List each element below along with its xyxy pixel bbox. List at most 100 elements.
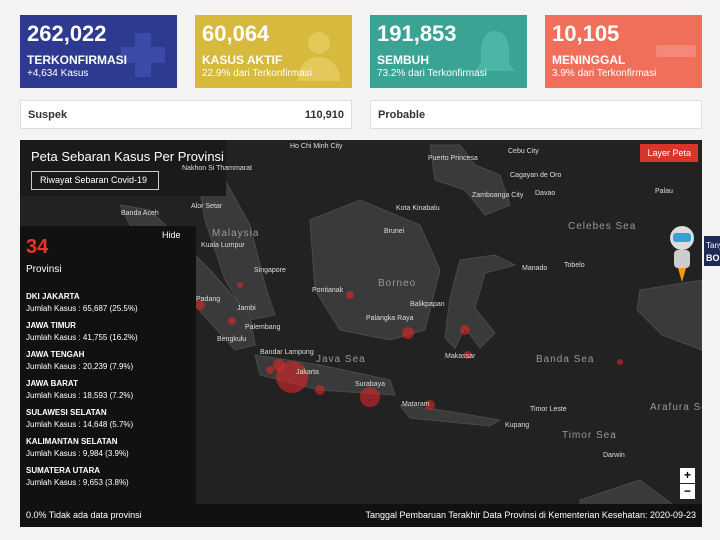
icon: [121, 33, 165, 77]
map-land: [119, 144, 702, 527]
sub: 22.9% dari Terkonfirmasi: [202, 68, 312, 79]
card-confirmed: 262,022 TERKONFIRMASI +4,634 Kasus: [20, 15, 177, 88]
button-text[interactable]: Layer Peta: [647, 148, 691, 158]
map-label: Malaysia: [212, 228, 260, 239]
case-bubble: [464, 351, 472, 359]
case-bubble: [273, 359, 285, 371]
map-label: Davao: [535, 190, 556, 197]
map-label: Timor Leste: [530, 406, 567, 413]
map-label: Surabaya: [355, 381, 385, 388]
widget-text: BO: [706, 253, 720, 263]
map-label: Jakarta: [296, 369, 319, 376]
button-text[interactable]: Riwayat Sebaran Covid-19: [40, 175, 148, 185]
map-label: Jambi: [237, 305, 256, 312]
hide-button[interactable]: Hide: [162, 230, 181, 240]
map-label: Bandar Lampung: [260, 349, 314, 356]
sub: 3.9% dari Terkonfirmasi: [552, 68, 657, 79]
map-label: Palangka Raya: [366, 315, 414, 322]
chat-widget[interactable]: Tany BO: [660, 222, 720, 286]
province-name: SULAWESI SELATAN: [26, 408, 107, 417]
map-label: Palembang: [245, 324, 281, 331]
map-label: Kupang: [505, 422, 530, 429]
province-name: SUMATERA UTARA: [26, 466, 101, 475]
map-label: Manado: [522, 265, 548, 272]
case-bubble: [360, 387, 380, 407]
sub: +4,634 Kasus: [27, 68, 89, 79]
case-bubble: [346, 291, 354, 299]
map-label: Timor Sea: [562, 430, 617, 441]
province-panel: 34 Provinsi DKI JAKARTA Jumlah Kasus : 65…: [20, 226, 196, 504]
title-panel: Peta Sebaran Kasus Per Provinsi Riwayat …: [20, 140, 226, 196]
case-bubble: [460, 325, 470, 335]
footer-right: Tanggal Pembaruan Terakhir Data Provinsi…: [365, 510, 696, 520]
icon: [656, 45, 696, 57]
footer: 0.0% Tidak ada data provinsi Tanggal Pem…: [20, 504, 702, 527]
map-label: Kota Kinabalu: [396, 205, 440, 212]
province-name: JAWA TIMUR: [26, 321, 76, 330]
label: SEMBUH: [377, 53, 430, 67]
map-label: Cebu City: [508, 148, 539, 155]
province-cases: Jumlah Kasus : 9,984 (3.9%): [26, 449, 129, 458]
map-label: Balikpapan: [410, 301, 445, 308]
value: 110,910: [304, 109, 344, 121]
value: 10,105: [552, 21, 620, 46]
map-label: Pontianak: [312, 287, 344, 294]
case-bubble: [195, 300, 205, 310]
province-name: JAWA BARAT: [26, 379, 78, 388]
map-label: Alor Setar: [191, 203, 223, 210]
province-cases: Jumlah Kasus : 9,653 (3.8%): [26, 478, 129, 487]
case-bubble: [315, 385, 325, 395]
case-bubble: [402, 327, 414, 339]
map-label: Bengkulu: [217, 336, 247, 343]
probable-box: Probable: [370, 100, 702, 129]
history-button[interactable]: Riwayat Sebaran Covid-19: [31, 171, 159, 190]
value: 191,853: [377, 21, 457, 46]
card-deaths: 10,105 MENINGGAL 3.9% dari Terkonfirmasi: [545, 15, 702, 88]
value: 60,064: [202, 21, 270, 46]
footer-left: 0.0% Tidak ada data provinsi: [26, 510, 142, 520]
label: TERKONFIRMASI: [27, 53, 127, 67]
case-bubble: [237, 282, 243, 288]
map-label: Celebes Sea: [568, 221, 637, 232]
label: MENINGGAL: [552, 53, 626, 67]
widget-text: Tany: [706, 241, 720, 250]
map-label: Tobelo: [564, 262, 585, 269]
case-bubble: [425, 400, 435, 410]
zoom-in[interactable]: +: [680, 468, 695, 483]
map-label: Darwin: [603, 452, 625, 459]
card-active: 60,064 KASUS AKTIF 22.9% dari Terkonfirmas…: [195, 15, 352, 88]
case-bubble: [266, 366, 274, 374]
province-name: JAWA TENGAH: [26, 350, 85, 359]
map-label: Zamboanga City: [472, 192, 524, 199]
map-label: Padang: [196, 296, 221, 303]
layer-button[interactable]: Layer Peta: [640, 144, 698, 162]
map-label: Ho Chi Minh City: [290, 143, 343, 150]
province-name: DKI JAKARTA: [26, 292, 80, 301]
icon: [475, 31, 515, 71]
label: Suspek: [28, 109, 68, 121]
map-label: Arafura Sea: [650, 402, 702, 413]
sub: 73.2% dari Terkonfirmasi: [377, 68, 487, 79]
province-cases: Jumlah Kasus : 14,648 (5.7%): [26, 420, 134, 429]
card-recovered: 191,853 SEMBUH 73.2% dari Terkonfirmasi: [370, 15, 527, 88]
map[interactable]: Peta Sebaran Kasus Per Provinsi Riwayat …: [20, 140, 702, 527]
value: 262,022: [27, 21, 107, 46]
province-cases: Jumlah Kasus : 18,593 (7.2%): [26, 391, 134, 400]
map-label: Brunei: [384, 228, 405, 235]
label: KASUS AKTIF: [202, 53, 283, 67]
map-title: Peta Sebaran Kasus Per Provinsi: [31, 149, 224, 164]
province-label: Provinsi: [26, 264, 62, 275]
map-label: Banda Sea: [536, 354, 595, 365]
map-label: Mataram: [402, 401, 430, 408]
zoom-out[interactable]: −: [680, 484, 695, 499]
map-label: Banda Aceh: [121, 210, 159, 217]
map-label: Cagayan de Oro: [510, 172, 562, 179]
case-bubble: [228, 317, 236, 325]
icon: [298, 32, 340, 81]
map-label: Java Sea: [316, 354, 366, 365]
label: Probable: [378, 109, 426, 121]
map-label: Nakhon Si Thammarat: [182, 165, 252, 172]
map-label: Puerto Princesa: [428, 155, 478, 162]
province-name: KALIMANTAN SELATAN: [26, 437, 118, 446]
